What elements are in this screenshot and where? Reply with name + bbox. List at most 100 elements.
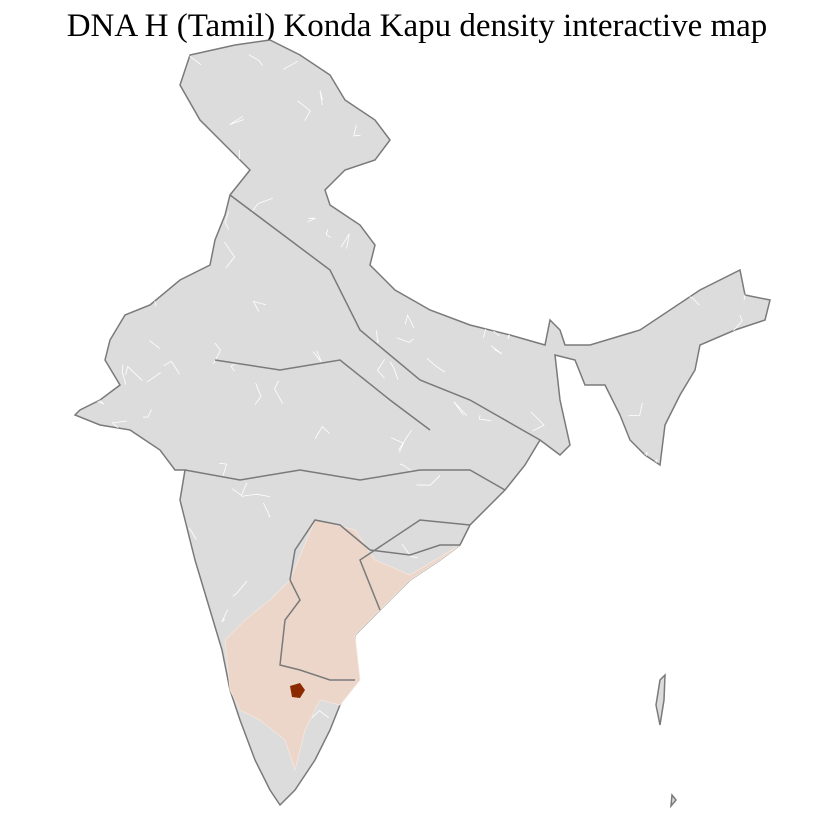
district-border xyxy=(749,147,763,178)
low-density-region[interactable] xyxy=(224,519,461,772)
andaman-islands xyxy=(655,673,677,809)
district-border xyxy=(396,337,414,343)
district-border xyxy=(689,655,713,659)
district-border xyxy=(396,46,408,64)
district-border xyxy=(238,149,241,160)
district-border xyxy=(75,516,87,533)
district-border xyxy=(376,698,392,707)
district-border xyxy=(416,474,441,486)
district-border xyxy=(401,543,419,559)
district-border xyxy=(532,156,548,172)
district-border xyxy=(491,171,498,189)
district-border xyxy=(340,233,350,249)
district-border xyxy=(59,388,63,415)
district-border xyxy=(596,528,615,556)
district-border xyxy=(712,129,727,148)
district-border xyxy=(624,292,640,307)
district-border xyxy=(406,636,413,654)
district-border xyxy=(126,270,140,275)
district-border xyxy=(635,451,648,461)
district-border xyxy=(652,174,665,178)
district-border xyxy=(125,365,143,381)
district-border xyxy=(123,289,142,300)
district-border xyxy=(124,82,137,98)
district-border xyxy=(124,51,136,67)
district-border xyxy=(509,762,524,771)
district-border xyxy=(154,177,170,194)
district-border xyxy=(232,580,248,597)
district-border xyxy=(476,75,488,93)
high-density-district[interactable] xyxy=(290,683,305,698)
district-border xyxy=(241,493,271,498)
district-border xyxy=(602,200,608,217)
district-border xyxy=(323,747,338,764)
district-border xyxy=(540,494,556,508)
district-border xyxy=(467,174,485,182)
district-border xyxy=(589,417,605,432)
district-border xyxy=(568,372,576,386)
district-border xyxy=(633,136,640,142)
district-border xyxy=(370,106,385,112)
district-border xyxy=(250,197,273,213)
district-border xyxy=(666,641,682,662)
district-border xyxy=(217,157,235,169)
district-border xyxy=(121,364,127,385)
district-border xyxy=(165,487,179,490)
district-border xyxy=(587,82,606,92)
district-border xyxy=(391,765,406,790)
district-border xyxy=(398,265,412,272)
district-border xyxy=(524,571,551,585)
district-border xyxy=(505,92,510,107)
district-border xyxy=(142,409,152,418)
district-border xyxy=(128,530,144,546)
district-border xyxy=(153,693,171,707)
district-border xyxy=(661,763,667,775)
district-border xyxy=(115,702,134,714)
district-border xyxy=(726,543,735,567)
district-border xyxy=(248,54,263,66)
district-border xyxy=(111,420,127,429)
district-border xyxy=(755,643,770,656)
state-borders xyxy=(184,194,541,681)
district-border xyxy=(188,527,197,540)
map-title: DNA H (Tamil) Konda Kapu density interac… xyxy=(66,8,768,44)
district-border xyxy=(86,205,112,212)
district-border xyxy=(135,70,160,90)
district-border xyxy=(399,429,413,453)
district-border xyxy=(774,56,785,65)
district-border xyxy=(464,534,478,548)
district-border xyxy=(505,223,509,237)
district-border xyxy=(654,494,668,518)
district-border xyxy=(376,330,379,343)
district-border xyxy=(162,219,176,228)
district-border xyxy=(213,342,221,365)
district-border xyxy=(634,185,649,199)
district-border xyxy=(160,493,175,508)
district-border xyxy=(345,704,367,720)
district-border xyxy=(231,482,248,497)
india-outline[interactable] xyxy=(73,39,771,807)
district-border xyxy=(535,638,546,651)
district-border xyxy=(312,350,322,363)
district-border xyxy=(468,145,479,161)
district-border xyxy=(595,157,612,174)
district-border xyxy=(312,777,320,785)
district-border xyxy=(93,85,116,91)
district-border xyxy=(600,573,622,581)
district-border xyxy=(376,359,386,379)
district-border xyxy=(100,237,103,253)
district-border xyxy=(429,721,444,737)
district-border xyxy=(605,627,617,639)
district-border xyxy=(380,741,397,755)
district-border xyxy=(591,289,611,311)
district-border xyxy=(469,67,484,85)
district-border xyxy=(508,543,519,565)
district-border xyxy=(165,555,171,566)
district-border xyxy=(314,425,330,439)
district-border xyxy=(694,436,716,450)
district-border xyxy=(219,462,228,476)
district-border xyxy=(376,96,396,101)
district-border xyxy=(75,638,79,652)
district-border xyxy=(747,503,753,510)
